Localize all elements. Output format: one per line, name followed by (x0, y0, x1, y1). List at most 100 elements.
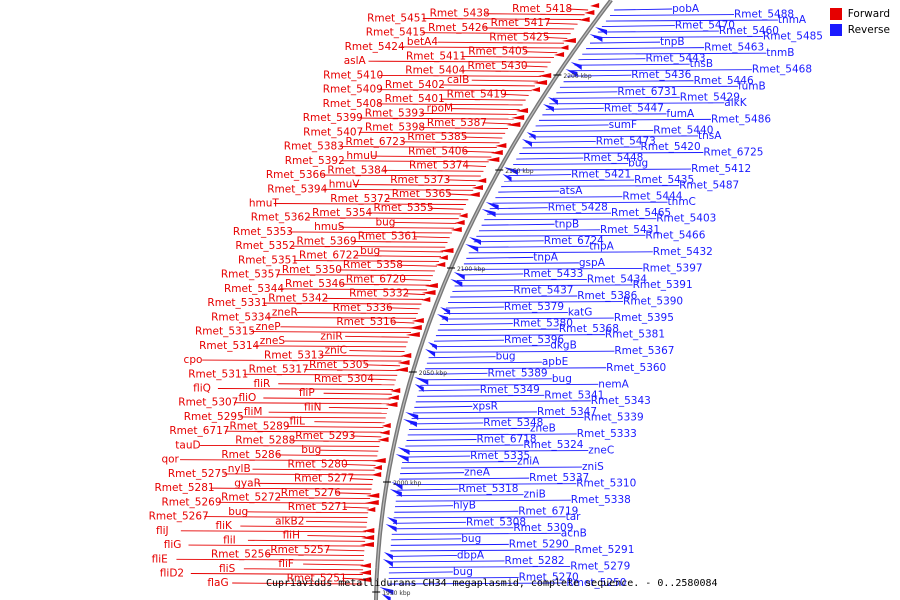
forward-gene-label[interactable]: Rmet_5393 (365, 107, 425, 119)
reverse-gene-label[interactable]: apbE (542, 356, 568, 368)
reverse-gene-label[interactable]: gspA (579, 257, 606, 269)
reverse-gene-label[interactable]: Rmet_5468 (752, 64, 812, 76)
reverse-gene-label[interactable]: zniA (517, 456, 540, 468)
forward-gene-label[interactable]: Rmet_5350 (282, 264, 342, 276)
reverse-gene-label[interactable]: Rmet_5291 (574, 544, 634, 556)
reverse-gene-label[interactable]: Rmet_5431 (600, 224, 660, 236)
forward-gene-label[interactable]: Rmet_5289 (229, 420, 289, 432)
reverse-gene-label[interactable]: Rmet_6719 (518, 505, 578, 517)
reverse-gene-label[interactable]: tar (566, 511, 582, 523)
reverse-gene-label[interactable]: Rmet_6731 (617, 86, 677, 98)
forward-gene-label[interactable]: Rmet_5334 (211, 311, 271, 323)
forward-gene-label[interactable]: fliP (299, 387, 315, 399)
reverse-gene-label[interactable]: bug (628, 158, 648, 170)
reverse-gene-label[interactable]: Rmet_5428 (548, 202, 608, 214)
forward-gene-label[interactable]: fliJ (156, 525, 169, 537)
reverse-gene-label[interactable]: Rmet_5380 (513, 318, 573, 330)
reverse-gene-label[interactable]: katG (568, 307, 593, 319)
reverse-gene-label[interactable]: Rmet_5349 (480, 384, 540, 396)
reverse-gene-label[interactable]: Rmet_5429 (680, 91, 740, 103)
reverse-gene-label[interactable]: Rmet_6718 (477, 434, 537, 446)
forward-gene-label[interactable]: Rmet_5374 (409, 160, 469, 172)
reverse-gene-label[interactable]: Rmet_5343 (591, 395, 651, 407)
forward-gene-label[interactable]: Rmet_5251 (287, 572, 347, 584)
forward-gene-label[interactable]: aslA (344, 55, 367, 67)
reverse-gene-label[interactable]: zneC (588, 445, 614, 457)
reverse-gene-label[interactable]: atsA (559, 185, 583, 197)
reverse-gene-label[interactable]: Rmet_5333 (577, 428, 637, 440)
reverse-gene-label[interactable]: pobA (672, 3, 700, 15)
forward-gene-label[interactable]: Rmet_5404 (405, 65, 465, 77)
forward-gene-label[interactable]: zniR (320, 330, 342, 342)
reverse-gene-label[interactable]: Rmet_5488 (734, 9, 794, 21)
forward-gene-label[interactable]: flaG (207, 577, 228, 589)
forward-gene-label[interactable]: Rmet_5352 (235, 240, 295, 252)
forward-gene-label[interactable]: Rmet_5424 (345, 41, 405, 53)
forward-gene-label[interactable]: fliH (283, 530, 300, 542)
forward-gene-label[interactable]: Rmet_5346 (285, 278, 345, 290)
forward-gene-label[interactable]: fliM (244, 406, 263, 418)
forward-gene-label[interactable]: Rmet_6723 (346, 136, 406, 148)
reverse-gene-label[interactable]: Rmet_5337 (529, 472, 589, 484)
reverse-gene-label[interactable]: Rmet_5290 (509, 538, 569, 550)
forward-gene-label[interactable]: Rmet_5275 (168, 468, 228, 480)
forward-gene-label[interactable]: zniC (325, 345, 347, 357)
reverse-gene-label[interactable]: tnpA (533, 251, 558, 263)
reverse-gene-label[interactable]: Rmet_5487 (679, 180, 739, 192)
forward-gene-label[interactable]: Rmet_5426 (428, 22, 488, 34)
reverse-gene-label[interactable]: Rmet_5309 (513, 522, 573, 534)
reverse-gene-label[interactable]: Rmet_5386 (577, 290, 637, 302)
forward-gene-label[interactable]: Rmet_5353 (233, 226, 293, 238)
forward-gene-label[interactable]: Rmet_5362 (251, 212, 311, 224)
reverse-gene-label[interactable]: bug (552, 373, 572, 385)
forward-gene-label[interactable]: Rmet_5344 (224, 283, 284, 295)
forward-gene-label[interactable]: Rmet_5410 (323, 69, 383, 81)
reverse-gene-label[interactable]: Rmet_5463 (704, 42, 764, 54)
reverse-gene-label[interactable]: dbpA (457, 549, 485, 561)
forward-gene-label[interactable]: Rmet_5399 (303, 112, 363, 124)
reverse-gene-label[interactable]: Rmet_5379 (504, 301, 564, 313)
reverse-gene-label[interactable]: Rmet_5335 (470, 450, 530, 462)
forward-gene-label[interactable]: fliE (152, 553, 168, 565)
reverse-gene-label[interactable]: Rmet_5448 (583, 152, 643, 164)
reverse-gene-label[interactable]: hlyB (453, 500, 476, 512)
forward-gene-label[interactable]: Rmet_5384 (327, 164, 387, 176)
forward-gene-label[interactable]: hmuV (329, 179, 361, 191)
forward-gene-label[interactable]: Rmet_5336 (333, 302, 393, 314)
reverse-gene-label[interactable]: Rmet_5485 (763, 31, 823, 43)
reverse-gene-label[interactable]: Rmet_5391 (633, 279, 693, 291)
forward-gene-label[interactable]: Rmet_5438 (430, 8, 490, 20)
forward-gene-label[interactable]: zneP (256, 321, 281, 333)
reverse-gene-label[interactable]: Rmet_5310 (576, 478, 636, 490)
forward-gene-label[interactable]: Rmet_5351 (238, 254, 298, 266)
reverse-gene-label[interactable]: zneA (464, 467, 491, 479)
forward-gene-label[interactable]: Rmet_5272 (221, 492, 281, 504)
reverse-gene-label[interactable]: Rmet_5395 (614, 312, 674, 324)
reverse-gene-label[interactable]: Rmet_5470 (675, 20, 735, 32)
forward-gene-label[interactable]: Rmet_5316 (336, 316, 396, 328)
forward-gene-label[interactable]: Rmet_6720 (346, 273, 406, 285)
forward-gene-label[interactable]: Rmet_5387 (427, 117, 487, 129)
reverse-gene-label[interactable]: Rmet_5367 (614, 345, 674, 357)
reverse-gene-label[interactable]: fumB (738, 80, 766, 92)
reverse-gene-label[interactable]: Rmet_5270 (519, 571, 579, 583)
reverse-gene-label[interactable]: Rmet_5368 (559, 323, 619, 335)
forward-gene-label[interactable]: gyaR (234, 477, 261, 489)
reverse-gene-label[interactable]: Rmet_5465 (611, 207, 671, 219)
forward-gene-label[interactable]: Rmet_5256 (211, 549, 271, 561)
forward-gene-label[interactable]: fliR (253, 378, 270, 390)
forward-gene-label[interactable]: fliQ (193, 383, 211, 395)
reverse-gene-label[interactable]: zniB (524, 489, 546, 501)
reverse-gene-label[interactable]: nemA (598, 378, 629, 390)
forward-gene-label[interactable]: Rmet_5372 (330, 193, 390, 205)
forward-gene-label[interactable]: Rmet_5314 (199, 340, 259, 352)
forward-gene-label[interactable]: Rmet_5331 (207, 297, 267, 309)
forward-gene-label[interactable]: qor (161, 454, 179, 466)
reverse-gene-label[interactable]: tnmA (778, 14, 807, 26)
forward-gene-label[interactable]: hmuS (314, 221, 345, 233)
forward-gene-label[interactable]: Rmet_5415 (366, 27, 426, 39)
reverse-gene-label[interactable]: acnB (561, 527, 587, 539)
forward-gene-label[interactable]: Rmet_5295 (184, 411, 244, 423)
forward-gene-label[interactable]: Rmet_5361 (358, 231, 418, 243)
reverse-gene-label[interactable]: Rmet_5421 (571, 169, 631, 181)
